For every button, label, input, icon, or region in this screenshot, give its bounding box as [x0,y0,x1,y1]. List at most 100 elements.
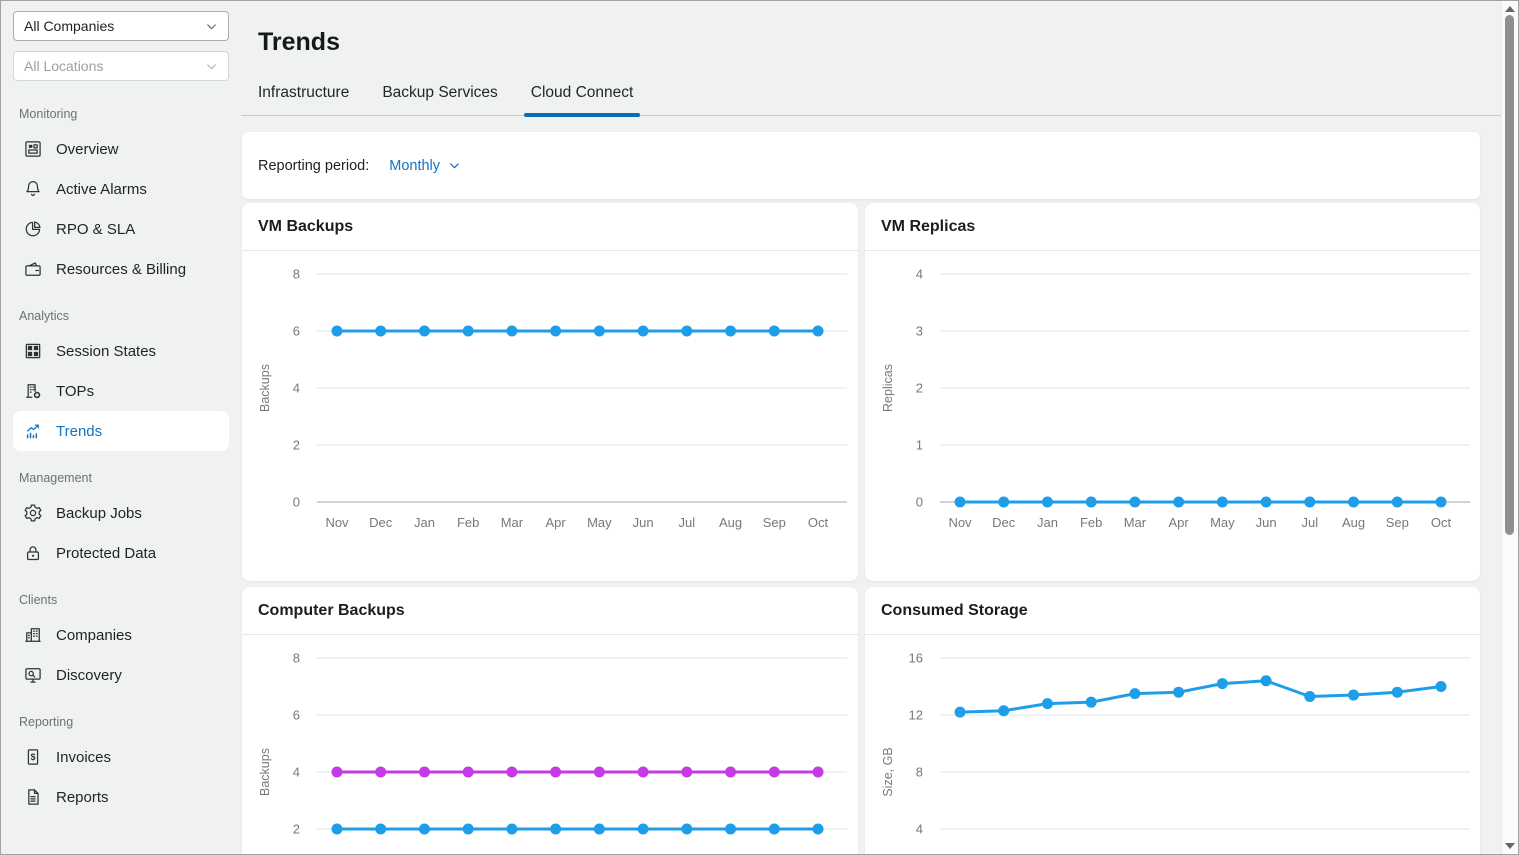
sidebar-section-label-analytics: Analytics [19,309,70,323]
company-filter-select[interactable]: All Companies [13,11,229,41]
charts-grid: VM Backups 8 6 4 2 0 Backups Nov Dec Jan Feb Mar Ap… [242,203,1480,854]
sidebar-item-tops[interactable]: TOPs [13,371,229,411]
page-title: Trends [258,28,340,56]
chart-card-vm-replicas: VM Replicas 4 3 2 1 0 Replicas Nov Dec Jan Feb Mar… [865,203,1480,581]
invoice-icon: $ [23,747,43,767]
sidebar-item-label: RPO & SLA [56,220,136,238]
sidebar-section-label-monitoring: Monitoring [19,107,78,121]
reporting-period-value: Monthly [389,157,441,174]
sidebar-item-label: Overview [56,140,119,158]
svg-text:0: 0 [916,495,923,510]
sidebar-section-label-clients: Clients [19,593,58,607]
sidebar-item-companies[interactable]: Companies [13,615,229,655]
chevron-down-icon [204,19,219,34]
svg-text:Oct: Oct [808,515,829,530]
svg-text:May: May [1210,515,1235,530]
svg-text:6: 6 [293,708,300,723]
svg-text:2: 2 [916,381,923,396]
svg-text:Apr: Apr [1169,515,1190,530]
sidebar-item-protected-data[interactable]: Protected Data [13,533,229,573]
svg-text:Nov: Nov [948,515,972,530]
reporting-period-dropdown[interactable]: Monthly [389,158,462,174]
svg-text:$: $ [31,752,36,762]
svg-text:Aug: Aug [1342,515,1365,530]
monitor-search-icon [23,665,43,685]
chart-card-vm-backups: VM Backups 8 6 4 2 0 Backups Nov Dec Jan Feb Mar Ap… [242,203,858,581]
sidebar-item-active-alarms[interactable]: Active Alarms [13,169,229,209]
svg-text:Jan: Jan [414,515,435,530]
svg-text:Nov: Nov [325,515,349,530]
building-plus-icon [23,381,43,401]
tab-infrastructure[interactable]: Infrastructure [258,84,350,101]
sidebar-item-label: Invoices [56,748,112,766]
scrollbar-up-arrow[interactable] [1505,6,1515,12]
chevron-down-icon [204,59,219,74]
sidebar-item-label: Session States [56,342,157,360]
svg-text:Size, GB: Size, GB [881,747,895,796]
svg-text:Backups: Backups [258,364,272,412]
sidebar-item-label: TOPs [56,382,95,400]
vm-backups-chart: 8 6 4 2 0 Backups Nov Dec Jan Feb Mar Apr May Jun Jul A… [242,251,858,581]
svg-text:2: 2 [293,438,300,453]
location-filter-select[interactable]: All Locations [13,51,229,81]
svg-text:May: May [587,515,612,530]
svg-text:8: 8 [916,765,923,780]
sidebar-item-label: Reports [56,788,109,806]
trend-chart-icon [23,421,43,441]
chart-canvas: 4 3 2 1 0 Replicas Nov Dec Jan Feb Mar Apr May Jun Jul… [881,267,1470,530]
sidebar-item-label: Active Alarms [56,180,147,198]
svg-text:Apr: Apr [546,515,567,530]
chart-canvas: 86420BackupsNovDecJanFebMarAprMayJunJulA… [258,651,847,837]
sidebar-item-invoices[interactable]: $ Invoices [13,737,229,777]
pie-chart-icon [23,219,43,239]
svg-text:Dec: Dec [992,515,1016,530]
sidebar-item-overview[interactable]: Overview [13,129,229,169]
chart-canvas: 1612840Size, GBNovDecJanFebMarAprMayJunJ… [881,651,1470,837]
sidebar-item-label: Resources & Billing [56,260,187,278]
company-filter-value: All Companies [24,18,115,34]
sidebar-item-discovery[interactable]: Discovery [13,655,229,695]
tab-backup-services[interactable]: Backup Services [382,84,498,101]
sidebar-item-trends[interactable]: Trends [13,411,229,451]
vertical-scrollbar[interactable] [1501,1,1518,854]
svg-text:Jan: Jan [1037,515,1058,530]
sidebar-item-label: Protected Data [56,544,157,562]
tab-bar: Infrastructure Backup Services Cloud Con… [241,84,1501,117]
sidebar-item-resources-billing[interactable]: Resources & Billing [13,249,229,289]
svg-text:0: 0 [293,495,300,510]
sidebar-item-backup-jobs[interactable]: Backup Jobs [13,493,229,533]
svg-text:Backups: Backups [258,748,272,796]
computer-backups-chart: 86420BackupsNovDecJanFebMarAprMayJunJulA… [242,635,858,854]
lock-icon [23,543,43,563]
main-content: Trends Infrastructure Backup Services Cl… [241,1,1501,854]
tab-cloud-connect[interactable]: Cloud Connect [523,84,640,117]
scrollbar-thumb[interactable] [1505,15,1514,535]
report-icon [23,787,43,807]
grid-icon [23,341,43,361]
svg-text:8: 8 [293,651,300,666]
location-filter-placeholder: All Locations [24,58,104,74]
svg-text:4: 4 [293,765,300,780]
sidebar-nav: Monitoring Overview Active Alarms RPO & SLA… [13,107,229,817]
svg-text:Jun: Jun [633,515,654,530]
sidebar-item-rpo-sla[interactable]: RPO & SLA [13,209,229,249]
wallet-icon [23,259,43,279]
sidebar: All Companies All Locations Monitoring Ov… [1,1,241,854]
sidebar-section-label-reporting: Reporting [19,715,74,729]
svg-text:16: 16 [909,651,923,666]
scrollbar-down-arrow[interactable] [1505,843,1515,849]
reporting-period-bar: Reporting period: Monthly [242,132,1480,199]
chevron-down-icon [447,158,462,173]
svg-text:Replicas: Replicas [881,364,895,412]
sidebar-item-session-states[interactable]: Session States [13,331,229,371]
gear-icon [23,503,43,523]
svg-text:Sep: Sep [763,515,786,530]
chart-title: Computer Backups [258,601,405,619]
chart-title: VM Backups [258,217,354,235]
sidebar-item-reports[interactable]: Reports [13,777,229,817]
svg-text:Jul: Jul [1302,515,1319,530]
bell-icon [23,179,43,199]
sidebar-item-label: Trends [56,422,103,440]
